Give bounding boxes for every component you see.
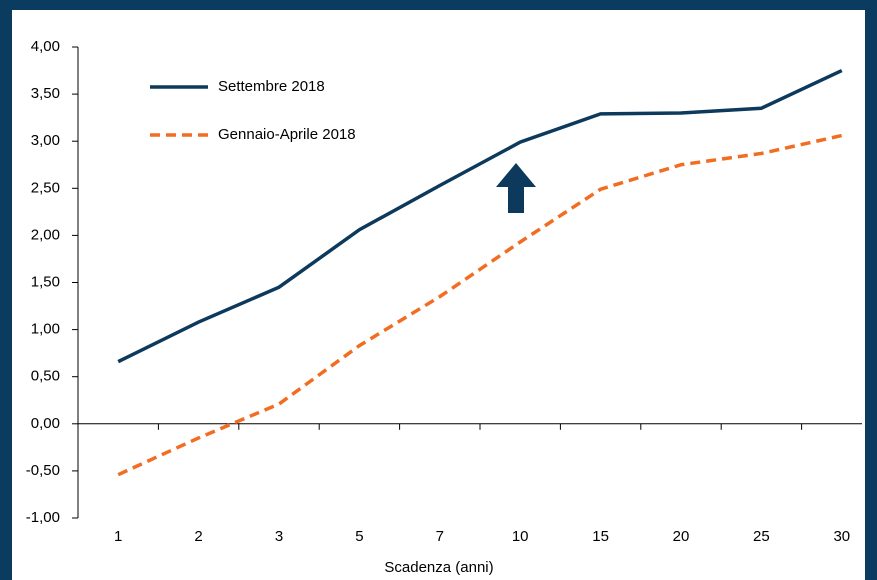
x-axis-title: Scadenza (anni): [384, 559, 493, 576]
x-tick-label: 5: [355, 528, 363, 545]
y-tick-label: 1,00: [31, 321, 60, 338]
y-tick-label: 2,50: [31, 179, 60, 196]
chart: Scadenza (anni) -1,00 -0,50 0,00 0,50 1,00 1,…: [12, 10, 865, 580]
x-tick-label: 20: [673, 528, 690, 545]
legend-label: Settembre 2018: [218, 78, 325, 95]
y-tick-label: -1,00: [26, 509, 60, 526]
y-tick-label: 0,00: [31, 415, 60, 432]
x-tick-label: 15: [592, 528, 609, 545]
y-tick-label: 0,50: [31, 368, 60, 385]
x-tick-label: 10: [512, 528, 529, 545]
line-series: [117, 68, 843, 364]
legend-label: Gennaio-Aprile 2018: [218, 126, 356, 143]
y-tick-label: 1,50: [31, 273, 60, 290]
x-tick-label: 25: [753, 528, 770, 545]
x-tick-label: 3: [275, 528, 283, 545]
y-tick-label: 3,50: [31, 85, 60, 102]
y-tick-label: -0,50: [26, 462, 60, 479]
x-tick-label: 1: [114, 528, 122, 545]
y-tick-label: 3,00: [31, 132, 60, 149]
x-tick-label: 7: [436, 528, 444, 545]
x-tick-label: 2: [194, 528, 202, 545]
line-series: [117, 133, 843, 477]
y-tick-label: 4,00: [31, 38, 60, 55]
up-arrow: [496, 163, 536, 213]
x-tick-label: 30: [833, 528, 850, 545]
y-tick-label: 2,00: [31, 226, 60, 243]
